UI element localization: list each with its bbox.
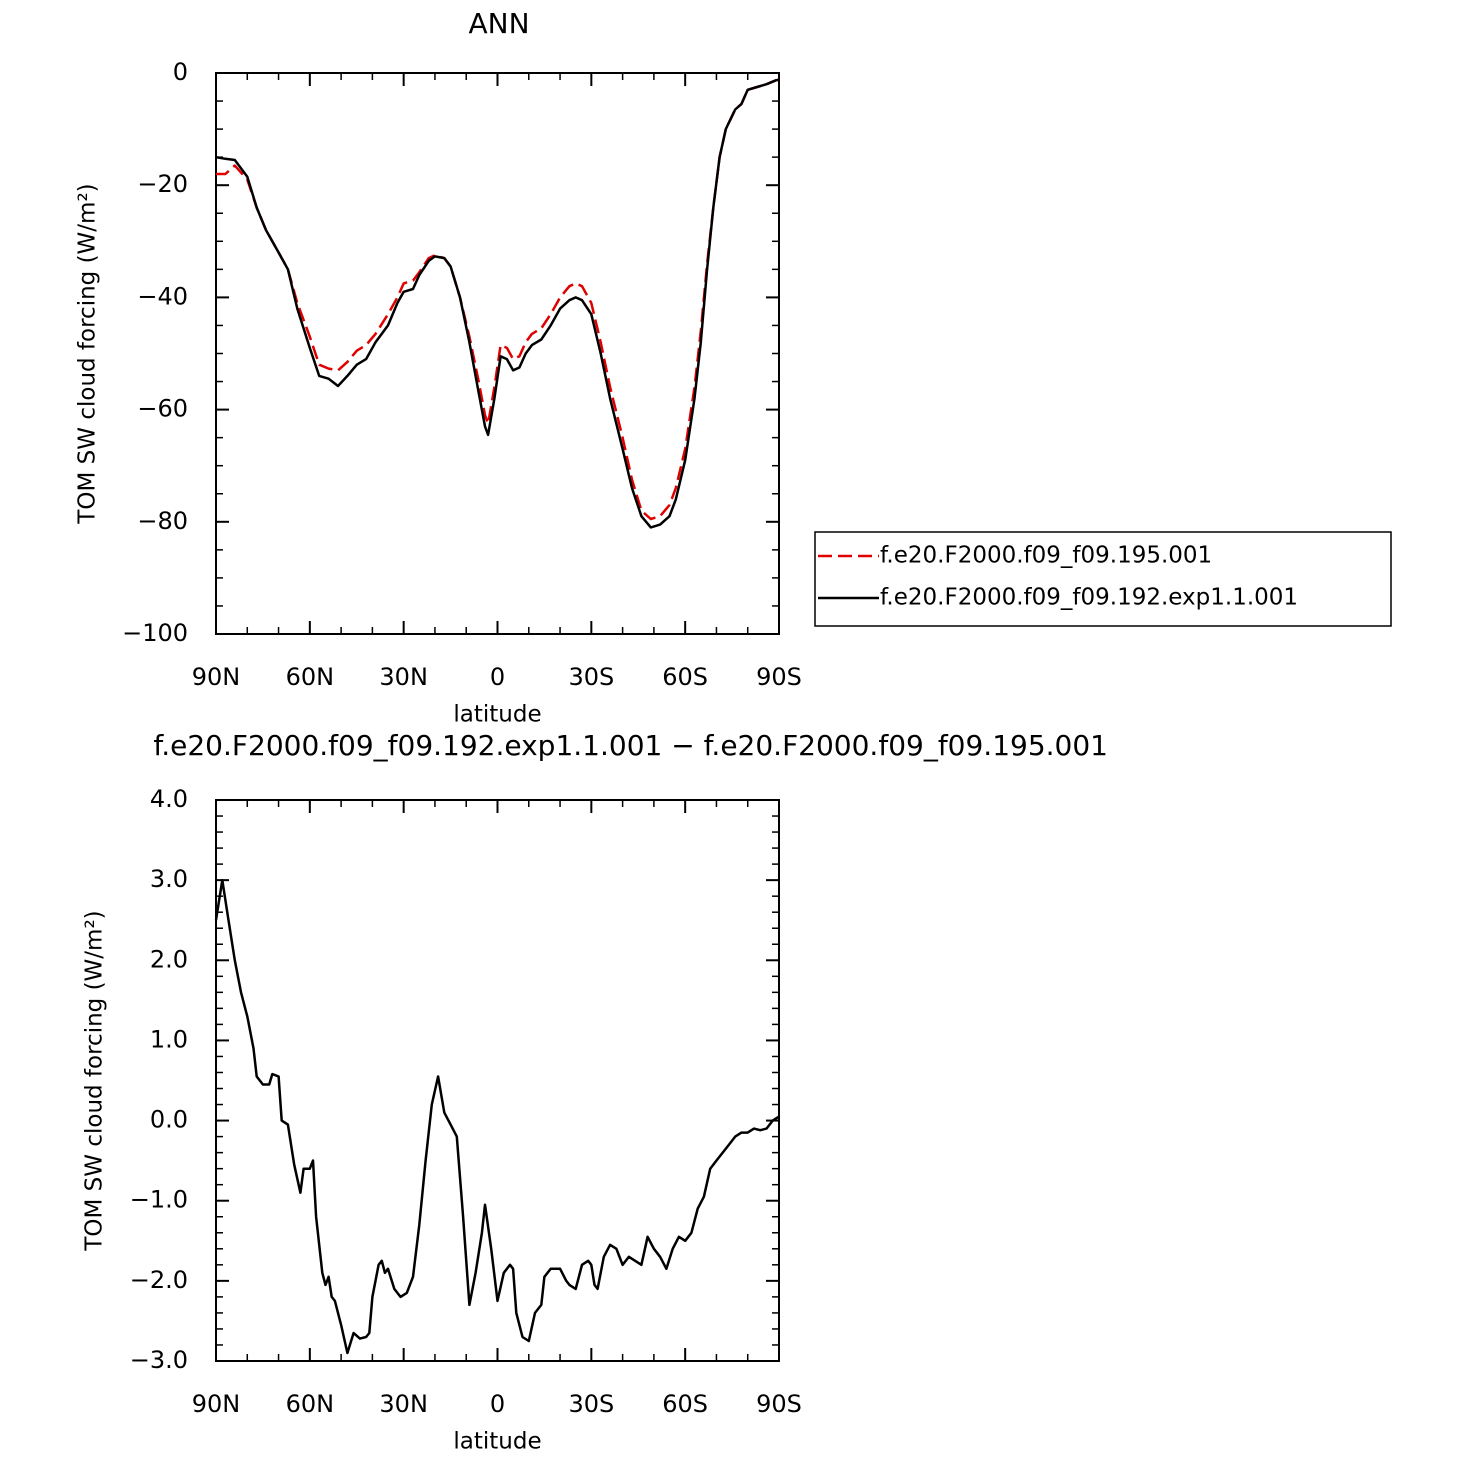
y-tick-label: −3.0: [130, 1346, 188, 1374]
y-tick-label: −20: [137, 170, 188, 198]
legend: f.e20.F2000.f09_f09.195.001 f.e20.F2000.f…: [814, 531, 1392, 627]
data-line: [214, 878, 780, 1355]
y-tick-label: 2.0: [150, 945, 188, 973]
y-tick-label: −100: [122, 619, 188, 647]
y-tick-label: 0: [173, 58, 188, 86]
x-tick-label: 30N: [379, 1390, 428, 1418]
y-tick-label: 3.0: [150, 865, 188, 893]
x-tick-label: 60S: [662, 1390, 708, 1418]
plot-frame: [215, 72, 780, 635]
y-tick-label: −60: [137, 395, 188, 423]
y-tick-label: 4.0: [150, 785, 188, 813]
x-tick-label: 60S: [662, 663, 708, 691]
chart-title: ANN: [468, 7, 529, 40]
y-tick-label: −40: [137, 282, 188, 310]
chart-title: f.e20.F2000.f09_f09.192.exp1.1.001 − f.e…: [153, 729, 1108, 762]
data-line: [216, 78, 780, 521]
x-tick-label: 30S: [568, 663, 614, 691]
y-axis-title: TOM SW cloud forcing (W/m²): [82, 910, 108, 1251]
legend-box: [814, 531, 1392, 627]
legend-label: f.e20.F2000.f09_f09.195.001: [880, 543, 1212, 569]
y-axis-title: TOM SW cloud forcing (W/m²): [75, 183, 101, 524]
data-line: [215, 78, 780, 529]
x-tick-label: 30N: [379, 663, 428, 691]
x-axis-title: latitude: [453, 702, 541, 728]
y-tick-label: −80: [137, 507, 188, 535]
x-tick-label: 60N: [286, 1390, 335, 1418]
legend-label: f.e20.F2000.f09_f09.192.exp1.1.001: [880, 585, 1298, 611]
x-tick-label: 90N: [192, 663, 241, 691]
x-tick-label: 30S: [568, 1390, 614, 1418]
y-tick-label: −2.0: [130, 1266, 188, 1294]
x-tick-label: 90S: [756, 1390, 802, 1418]
x-tick-label: 0: [490, 663, 505, 691]
x-tick-label: 0: [490, 1390, 505, 1418]
plot-frame: [215, 799, 780, 1362]
x-tick-label: 60N: [286, 663, 335, 691]
y-tick-label: −1.0: [130, 1186, 188, 1214]
x-axis-title: latitude: [453, 1429, 541, 1455]
y-tick-label: 1.0: [150, 1025, 188, 1053]
x-tick-label: 90S: [756, 663, 802, 691]
y-tick-label: 0.0: [150, 1106, 188, 1134]
x-tick-label: 90N: [192, 1390, 241, 1418]
